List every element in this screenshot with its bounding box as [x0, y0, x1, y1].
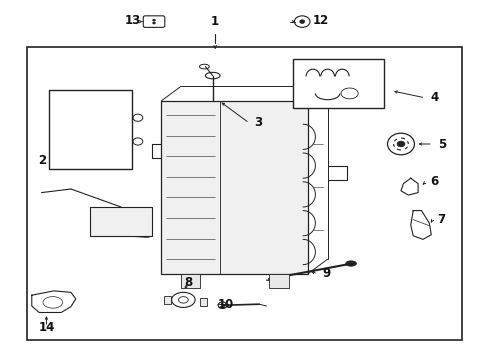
Ellipse shape — [345, 261, 356, 266]
Bar — [293, 59, 383, 108]
Text: 4: 4 — [429, 91, 438, 104]
Bar — [163, 296, 171, 304]
Text: 6: 6 — [429, 175, 438, 188]
Text: 11: 11 — [133, 213, 150, 226]
Text: 1: 1 — [211, 15, 219, 28]
Bar — [27, 47, 461, 340]
Bar — [161, 101, 307, 274]
Bar — [181, 274, 200, 288]
Bar — [49, 90, 132, 169]
Text: 13: 13 — [124, 14, 141, 27]
Circle shape — [152, 22, 155, 24]
Text: 9: 9 — [322, 267, 330, 280]
Text: 8: 8 — [184, 276, 192, 289]
Text: 7: 7 — [437, 213, 445, 226]
Circle shape — [299, 20, 304, 23]
Text: 10: 10 — [217, 298, 233, 311]
Text: 2: 2 — [38, 154, 46, 167]
Text: 12: 12 — [312, 14, 328, 27]
FancyBboxPatch shape — [90, 207, 151, 236]
Circle shape — [396, 141, 404, 147]
Bar — [268, 274, 288, 288]
Text: 5: 5 — [437, 138, 445, 150]
Text: 3: 3 — [254, 116, 262, 129]
Text: 14: 14 — [38, 321, 55, 334]
Bar — [199, 298, 206, 306]
Circle shape — [152, 19, 155, 21]
